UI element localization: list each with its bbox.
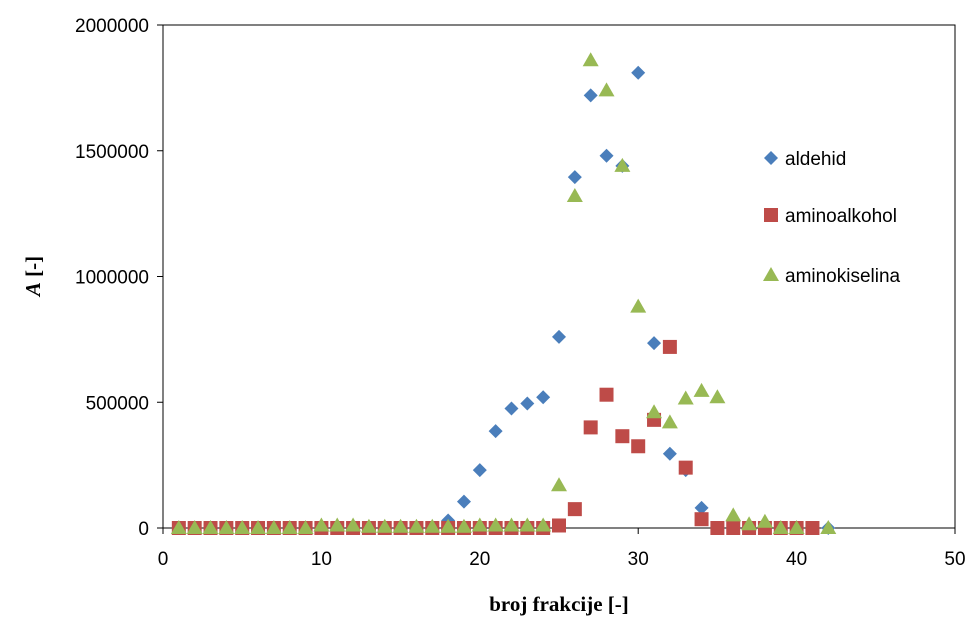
aminokiselina-point: [820, 520, 837, 534]
aldehid-point: [647, 336, 662, 351]
aminokiselina-point: [440, 518, 457, 533]
aldehid-point: [662, 446, 677, 461]
aminoalkohol-point: [631, 439, 646, 454]
aminokiselina-point: [360, 518, 377, 533]
legend: aldehid aminoalkohol aminokiselina: [763, 149, 901, 287]
y-tick-label: 500000: [86, 393, 149, 414]
plot-area: [162, 24, 956, 529]
y-tick-label: 1000000: [75, 268, 149, 289]
aminokiselina-point: [250, 520, 267, 534]
aminokiselina-point: [265, 520, 282, 534]
aminokiselina-point: [297, 520, 314, 534]
aminokiselina-point: [693, 382, 710, 397]
y-axis-title-italic: A: [21, 282, 45, 298]
aminokiselina-point: [788, 520, 805, 534]
aminokiselina-point: [756, 513, 773, 528]
aminokiselina-point: [487, 517, 504, 532]
aldehid-point: [599, 148, 614, 163]
aminokiselina-point: [535, 517, 552, 532]
aminokiselina-point: [677, 390, 694, 405]
y-tick-label: 0: [138, 519, 149, 540]
aminoalkohol-point: [710, 521, 725, 535]
aminokiselina-point: [170, 520, 187, 534]
aminokiselina-point: [630, 298, 647, 313]
aminoalkohol-point: [615, 429, 630, 444]
aminoalkohol-point: [726, 521, 741, 535]
legend-label-aminoalkohol: aminoalkohol: [785, 206, 897, 227]
legend-marker-aldehid: [764, 151, 778, 165]
y-axis-title-unit: [-]: [21, 256, 45, 282]
aminokiselina-point: [566, 188, 583, 203]
aminoalkohol-point: [583, 420, 598, 435]
x-tick-label: 40: [786, 549, 807, 570]
x-tick-label: 10: [311, 549, 332, 570]
aminokiselina-point: [313, 517, 330, 532]
aldehid-point: [583, 88, 598, 103]
x-tick-label: 30: [628, 549, 649, 570]
aminokiselina-point: [186, 520, 203, 534]
aldehid-point: [472, 463, 487, 478]
aminokiselina-point: [202, 520, 219, 534]
aminokiselina-point: [376, 518, 393, 533]
aminokiselina-point: [772, 520, 789, 534]
y-axis-ticks: 0 500000 1000000 1500000 2000000: [75, 16, 163, 540]
aminokiselina-point: [345, 517, 362, 532]
aminokiselina-point: [741, 516, 758, 531]
aldehid-point: [552, 329, 566, 344]
aldehid-point: [694, 500, 709, 515]
aminokiselina-point: [661, 414, 678, 429]
aldehid-point: [456, 494, 471, 509]
aminokiselina-point: [424, 518, 441, 533]
aminokiselina-point: [646, 404, 663, 419]
aldehid-point: [520, 396, 535, 411]
aminokiselina-point: [471, 517, 488, 532]
legend-marker-aminokiselina: [763, 267, 779, 281]
aminokiselina-point: [408, 518, 425, 533]
aminokiselina-point: [725, 507, 742, 522]
aminokiselina-point: [329, 517, 346, 532]
x-tick-label: 20: [469, 549, 490, 570]
aminokiselina-point: [582, 52, 599, 67]
y-axis-title: A [-]: [21, 256, 45, 298]
y-tick-label: 2000000: [75, 16, 149, 37]
aminokiselina-point: [551, 477, 567, 492]
aldehid-point: [567, 170, 582, 185]
aminokiselina-point: [218, 520, 235, 534]
aminokiselina-point: [455, 518, 472, 533]
aminokiselina-point: [614, 157, 631, 172]
legend-label-aminokiselina: aminokiselina: [785, 266, 901, 287]
aminoalkohol-point: [694, 512, 709, 527]
aldehid-point: [536, 390, 551, 405]
aminoalkohol-point: [552, 518, 566, 533]
aminokiselina-point: [281, 520, 298, 534]
aldehid-point: [488, 424, 503, 439]
aminokiselina-point: [234, 520, 251, 534]
y-tick-label: 1500000: [75, 142, 149, 163]
aminoalkohol-point: [678, 460, 693, 475]
x-tick-label: 50: [944, 549, 965, 570]
aminoalkohol-point: [567, 502, 582, 517]
aminoalkohol-point: [662, 339, 677, 354]
aminokiselina-point: [503, 517, 520, 532]
aminoalkohol-point: [599, 387, 614, 402]
aminokiselina-point: [392, 518, 409, 533]
x-axis-title: broj frakcije [-]: [489, 592, 629, 616]
legend-label-aldehid: aldehid: [785, 149, 846, 170]
aminokiselina-point: [709, 389, 726, 404]
aminokiselina-point: [598, 82, 615, 97]
x-tick-label: 0: [158, 549, 169, 570]
x-axis-ticks: 0 10 20 30 40 50: [158, 528, 966, 570]
legend-marker-aminoalkohol: [764, 208, 778, 222]
aldehid-point: [504, 401, 519, 416]
aldehid-point: [631, 65, 646, 80]
data-points: [170, 52, 837, 535]
aminokiselina-point: [519, 517, 536, 532]
aminoalkohol-point: [805, 521, 820, 535]
